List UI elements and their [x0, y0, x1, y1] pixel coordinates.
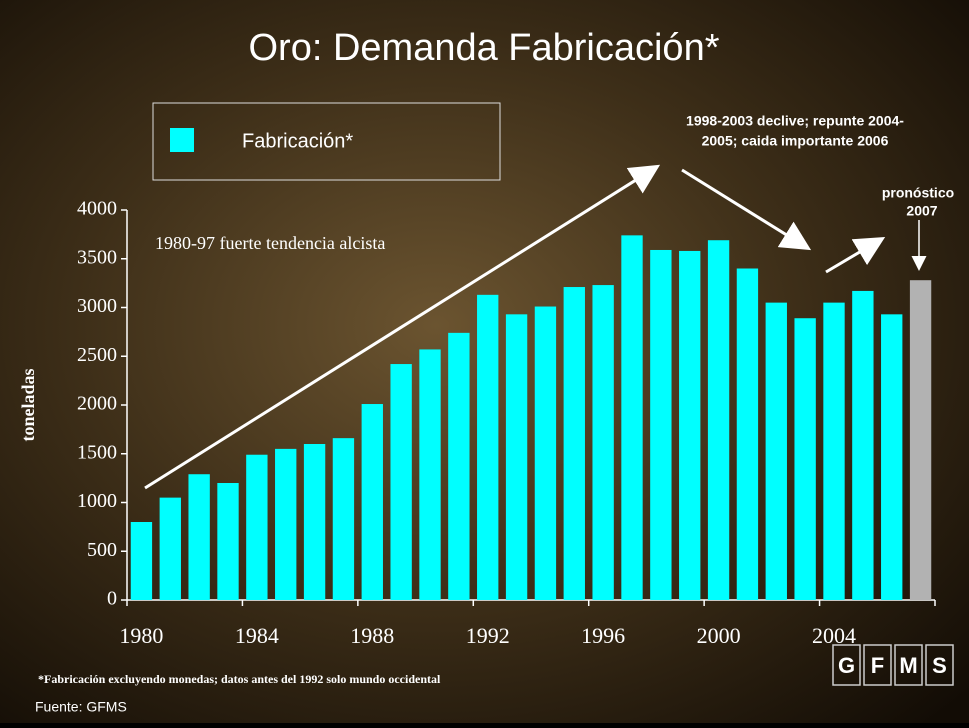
- bar: [448, 332, 470, 600]
- bar: [217, 483, 239, 600]
- annotation: pronóstico: [882, 185, 954, 201]
- annotation: 1980-97 fuerte tendencia alcista: [155, 233, 385, 253]
- bar: [332, 438, 355, 600]
- annotation: 1998-2003 declive; repunte 2004-: [686, 113, 904, 129]
- bar: [909, 280, 932, 600]
- logo-letter: F: [871, 653, 884, 678]
- bar: [361, 404, 383, 600]
- bar: [765, 302, 787, 600]
- bar: [650, 249, 672, 600]
- x-tick-label: 2000: [697, 623, 741, 648]
- x-tick-label: 2004: [812, 623, 856, 648]
- trend-arrow: [144, 164, 661, 490]
- annotation: 2005; caida importante 2006: [702, 133, 889, 149]
- annotation: 2007: [906, 203, 937, 219]
- bar: [477, 294, 499, 600]
- bar: [679, 250, 701, 600]
- bar: [246, 454, 268, 600]
- y-tick-label: 3000: [77, 295, 117, 317]
- legend-box: [152, 102, 501, 181]
- bar: [303, 444, 326, 600]
- y-axis-label: toneladas: [18, 368, 38, 441]
- y-tick-label: 3500: [77, 246, 117, 268]
- bar: [275, 448, 297, 600]
- bar: [852, 290, 874, 600]
- chart-title: Oro: Demanda Fabricación*: [249, 27, 720, 69]
- bar: [794, 318, 816, 600]
- bar: [188, 474, 210, 600]
- x-tick-label: 1988: [350, 623, 394, 648]
- bar: [823, 302, 845, 600]
- trend-arrow: [825, 236, 886, 274]
- logo-letter: M: [899, 653, 917, 678]
- bar: [505, 314, 528, 600]
- y-tick-label: 2500: [77, 344, 117, 366]
- bar: [707, 240, 730, 600]
- bar: [563, 287, 585, 600]
- bar: [534, 306, 557, 600]
- y-tick-label: 4000: [77, 198, 117, 220]
- bar: [881, 314, 903, 600]
- footnote: *Fabricación excluyendo monedas; datos a…: [38, 672, 441, 686]
- trend-arrow: [681, 168, 812, 251]
- logo-box: [832, 644, 861, 686]
- legend-swatch: [170, 128, 194, 152]
- y-tick-label: 500: [87, 539, 117, 561]
- logo-box: [925, 644, 954, 686]
- y-tick-label: 1000: [77, 490, 117, 512]
- bar: [419, 349, 441, 600]
- logo-letter: G: [838, 653, 855, 678]
- y-tick-label: 0: [107, 588, 117, 610]
- bar: [736, 268, 759, 600]
- source: Fuente: GFMS: [35, 699, 127, 715]
- legend-label: Fabricación*: [242, 130, 353, 152]
- bar: [159, 497, 181, 600]
- bar: [390, 364, 412, 600]
- logo-letter: S: [932, 653, 947, 678]
- bar: [130, 522, 153, 600]
- y-tick-label: 2000: [77, 393, 117, 415]
- logo-box: [863, 644, 892, 686]
- x-tick-label: 1996: [581, 623, 625, 648]
- y-tick-label: 1500: [77, 441, 117, 463]
- x-tick-label: 1984: [235, 623, 279, 648]
- logo-box: [894, 644, 923, 686]
- x-tick-label: 1992: [466, 623, 510, 648]
- x-tick-label: 1980: [119, 623, 163, 648]
- bar: [592, 285, 614, 600]
- bar: [621, 235, 643, 600]
